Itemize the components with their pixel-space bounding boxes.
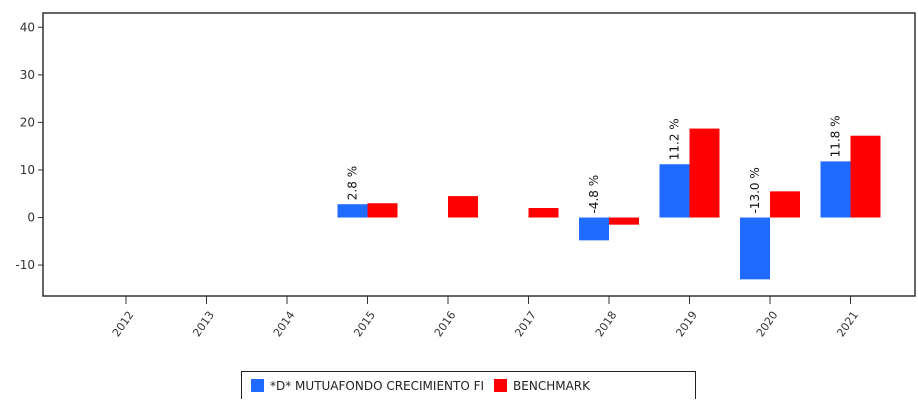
- x-tick-label: 2017: [512, 309, 539, 339]
- bar-fund: [740, 217, 770, 280]
- y-tick-label: -10: [15, 258, 35, 272]
- y-tick-label: 20: [20, 115, 35, 129]
- x-tick-label: 2013: [190, 309, 217, 339]
- legend-item-benchmark: BENCHMARK: [494, 379, 590, 393]
- y-tick-label: 40: [20, 20, 35, 34]
- y-tick-label: 30: [20, 68, 35, 82]
- data-label: 11.8 %: [829, 115, 843, 157]
- y-tick-label: 10: [20, 163, 35, 177]
- x-tick-label: 2012: [110, 309, 137, 339]
- x-tick-label: 2015: [351, 309, 378, 339]
- bar-fund: [337, 204, 368, 218]
- bar-benchmark: [448, 196, 478, 218]
- bar-fund: [579, 217, 609, 241]
- x-axis: 2012 2013 2014 2015 2016 2017 2018 2019 2020 2021: [110, 296, 861, 339]
- x-tick-label: 2018: [593, 309, 620, 339]
- data-label: -13.0 %: [748, 167, 762, 213]
- legend-label-fund: *D* MUTUAFONDO CRECIMIENTO FI: [270, 378, 485, 393]
- legend-swatch-benchmark: [494, 379, 508, 392]
- bar-benchmark: [528, 208, 559, 218]
- bar-benchmark: [770, 191, 800, 218]
- legend-item-fund: *D* MUTUAFONDO CRECIMIENTO FI: [251, 379, 484, 393]
- y-axis: 40 30 20 10 0 -10: [15, 20, 43, 272]
- bar-fund: [820, 161, 851, 218]
- plot-frame: [42, 12, 916, 297]
- data-label: 11.2 %: [668, 118, 682, 160]
- bar-benchmark: [367, 203, 398, 218]
- legend-label-benchmark: BENCHMARK: [513, 378, 591, 393]
- bar-benchmark: [850, 135, 881, 218]
- y-tick-label: 0: [27, 211, 35, 225]
- x-tick-label: 2020: [754, 309, 781, 339]
- x-tick-label: 2019: [673, 309, 700, 339]
- legend: *D* MUTUAFONDO CRECIMIENTO FI BENCHMARK: [241, 371, 696, 399]
- data-labels: 2.8 % -4.8 % 11.2 % -13.0 % 11.8 %: [346, 115, 843, 213]
- bar-benchmark: [609, 217, 639, 225]
- legend-swatch-fund: [251, 379, 264, 392]
- x-tick-label: 2014: [271, 309, 298, 339]
- x-tick-label: 2016: [432, 309, 459, 339]
- bar-benchmark: [689, 128, 720, 218]
- bar-fund: [659, 164, 690, 218]
- data-label: 2.8 %: [346, 166, 360, 200]
- x-tick-label: 2021: [834, 309, 861, 339]
- data-label: -4.8 %: [587, 175, 601, 214]
- bars: [337, 128, 881, 280]
